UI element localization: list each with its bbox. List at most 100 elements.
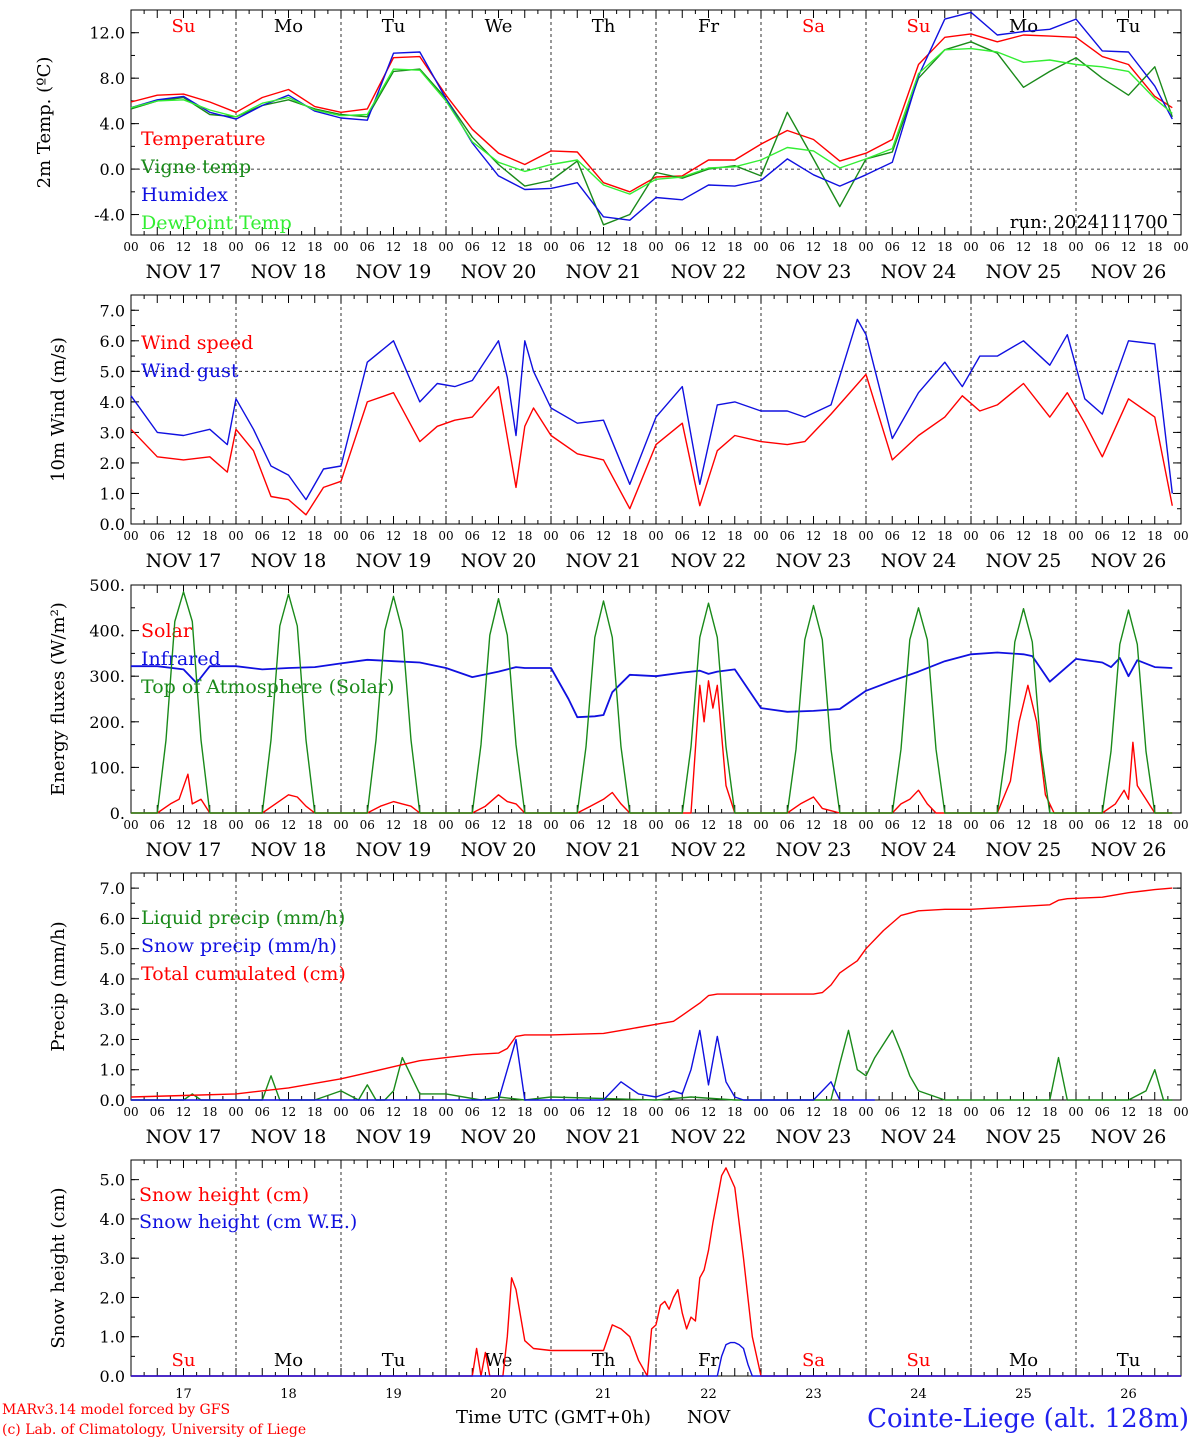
hour-label: 18 (517, 1105, 532, 1119)
y-axis-title: Precip (mm/h) (48, 921, 69, 1051)
series-line-snow-precip-mm-h- (131, 1029, 875, 1101)
date-label: NOV 24 (881, 839, 957, 861)
hour-label: 06 (675, 240, 690, 254)
date-label: NOV 22 (671, 550, 747, 572)
legend-entry: Snow height (cm) (139, 1184, 309, 1206)
hour-label: 12 (911, 1105, 926, 1119)
hour-label: 12 (281, 529, 296, 543)
hour-label: 06 (150, 240, 165, 254)
hour-label: 12 (491, 1105, 506, 1119)
weekday-label: Su (907, 1350, 931, 1371)
hour-label: 12 (386, 529, 401, 543)
hour-label: 06 (780, 1105, 795, 1119)
hour-label: 06 (780, 240, 795, 254)
hour-label: 18 (622, 529, 637, 543)
hour-label: 12 (596, 1105, 611, 1119)
hour-label: 12 (806, 1105, 821, 1119)
y-axis-title: 10m Wind (m/s) (48, 337, 69, 482)
date-label: NOV 25 (986, 1126, 1062, 1148)
hour-label: 00 (333, 529, 348, 543)
y-tick-label: 500. (89, 576, 125, 595)
series-line-top-of-atmosphere-solar- (131, 591, 1173, 814)
hour-label: 00 (858, 240, 873, 254)
y-tick-label: 400. (89, 622, 125, 641)
date-label: NOV 17 (146, 1126, 222, 1148)
hour-label: 12 (281, 818, 296, 832)
y-tick-label: 1.0 (100, 1061, 125, 1080)
hour-label: 12 (596, 240, 611, 254)
series-line-liquid-precip-mm-h- (131, 1029, 1173, 1101)
hour-label: 06 (885, 818, 900, 832)
hour-label: 06 (255, 1105, 270, 1119)
hour-label: 06 (465, 240, 480, 254)
date-label: NOV 18 (251, 839, 327, 861)
hour-label: 06 (990, 1105, 1005, 1119)
legend-entry: Snow precip (mm/h) (141, 935, 337, 957)
hour-label: 18 (412, 1105, 427, 1119)
hour-label: 00 (1068, 818, 1083, 832)
hour-label: 18 (622, 818, 637, 832)
hour-label: 12 (1016, 818, 1031, 832)
hour-label: 18 (1042, 240, 1057, 254)
day-number-label: 22 (700, 1387, 717, 1402)
hour-label: 06 (150, 529, 165, 543)
hour-label: 12 (176, 529, 191, 543)
y-tick-label: 3.0 (100, 1249, 125, 1268)
hour-label: 00 (963, 240, 978, 254)
hour-label: 00 (963, 529, 978, 543)
hour-label: 12 (911, 240, 926, 254)
legend-entry: Wind gust (141, 360, 239, 382)
hour-label: 18 (1147, 1105, 1162, 1119)
hour-label: 18 (307, 240, 322, 254)
hour-label: 18 (1042, 1105, 1057, 1119)
date-label: NOV 21 (566, 550, 642, 572)
weekday-label: Tu (1117, 1350, 1141, 1371)
y-tick-label: 5.0 (100, 362, 125, 381)
hour-label: 12 (911, 818, 926, 832)
hour-label: 12 (911, 529, 926, 543)
hour-label: 12 (1016, 529, 1031, 543)
y-tick-label: 4.0 (100, 970, 125, 989)
hour-label: 06 (885, 529, 900, 543)
station-label: Cointe-Liege (alt. 128m) (867, 1404, 1189, 1434)
hour-label: 18 (1147, 818, 1162, 832)
y-tick-label: 0.0 (100, 160, 125, 179)
weekday-label: Mo (274, 16, 303, 37)
hour-label: 12 (806, 529, 821, 543)
weekday-label: Su (172, 16, 196, 37)
legend-entry: Humidex (141, 184, 228, 206)
date-label: NOV 26 (1091, 1126, 1167, 1148)
time-axis-title: Time UTC (GMT+0h) (456, 1407, 651, 1428)
hour-label: 06 (570, 240, 585, 254)
hour-label: 00 (858, 529, 873, 543)
hour-label: 06 (780, 818, 795, 832)
hour-label: 12 (386, 1105, 401, 1119)
legend-entry: Snow height (cm W.E.) (139, 1211, 357, 1233)
date-label: NOV 20 (461, 261, 537, 283)
hour-label: 00 (858, 818, 873, 832)
hour-label: 00 (123, 240, 138, 254)
date-label: NOV 23 (776, 261, 852, 283)
hour-label: 12 (806, 240, 821, 254)
legend-entry: Liquid precip (mm/h) (141, 907, 345, 929)
y-tick-label: 5.0 (100, 940, 125, 959)
hour-label: 00 (228, 529, 243, 543)
y-tick-label: 3.0 (100, 1000, 125, 1019)
y-tick-label: 0.0 (100, 515, 125, 534)
date-label: NOV 17 (146, 550, 222, 572)
hour-label: 00 (1173, 1105, 1188, 1119)
hour-label: 18 (307, 1105, 322, 1119)
date-label: NOV 22 (671, 839, 747, 861)
day-number-label: 18 (280, 1387, 297, 1402)
series-line-solar (131, 680, 1173, 814)
date-label: NOV 24 (881, 1126, 957, 1148)
y-tick-label: 7.0 (100, 301, 125, 320)
y-tick-label: 4.0 (100, 393, 125, 412)
hour-label: 06 (885, 1105, 900, 1119)
hour-label: 18 (937, 240, 952, 254)
date-label: NOV 23 (776, 839, 852, 861)
month-label: NOV (687, 1407, 731, 1428)
hour-label: 12 (281, 240, 296, 254)
weekday-label: We (485, 16, 513, 37)
